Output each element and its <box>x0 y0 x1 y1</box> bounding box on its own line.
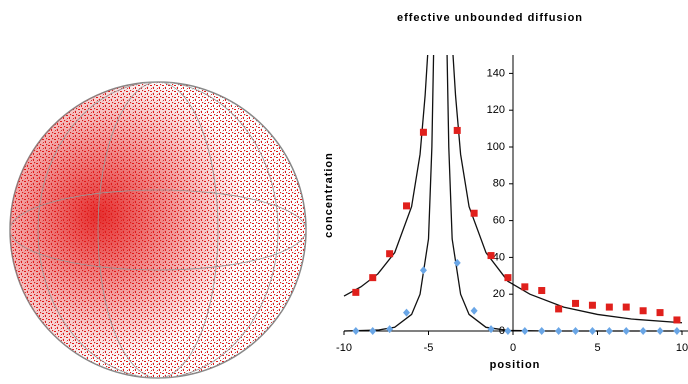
x-tick-label: 10 <box>676 342 688 354</box>
marker <box>622 303 630 311</box>
marker <box>538 327 546 335</box>
marker <box>352 327 360 335</box>
marker <box>555 327 563 335</box>
marker <box>588 327 596 335</box>
y-tick-label: 80 <box>493 178 505 190</box>
x-tick-label: 0 <box>510 342 516 354</box>
marker <box>521 327 529 335</box>
marker <box>487 325 495 334</box>
marker <box>673 327 681 335</box>
y-tick-label: 0 <box>499 325 505 337</box>
marker <box>419 266 427 275</box>
y-axis-label: concentration <box>323 152 335 238</box>
curve <box>343 55 435 332</box>
marker <box>622 327 630 335</box>
marker <box>487 252 495 260</box>
marker <box>470 306 478 315</box>
marker <box>504 274 512 282</box>
marker <box>453 126 461 134</box>
y-tick-label: 140 <box>487 67 505 79</box>
marker <box>403 308 411 317</box>
marker <box>673 316 681 324</box>
curve <box>343 55 429 297</box>
marker <box>403 202 411 210</box>
marker <box>453 258 461 267</box>
marker <box>538 287 546 295</box>
marker <box>470 209 478 217</box>
curve <box>452 55 683 324</box>
chart-title: effective unbounded diffusion <box>397 12 583 24</box>
sphere <box>9 81 307 379</box>
y-tick-label: 100 <box>487 141 505 153</box>
y-tick-label: 60 <box>493 215 505 227</box>
marker <box>504 327 512 335</box>
marker <box>605 327 613 335</box>
marker <box>656 327 664 335</box>
marker <box>369 327 377 335</box>
x-tick-label: 5 <box>594 342 600 354</box>
marker <box>639 307 647 315</box>
marker <box>352 288 360 296</box>
y-tick-label: 120 <box>487 104 505 116</box>
marker <box>572 299 580 307</box>
x-axis-label: position <box>490 359 541 371</box>
y-tick-label: 20 <box>493 288 505 300</box>
marker <box>419 128 427 136</box>
marker <box>386 250 394 258</box>
marker <box>572 327 580 335</box>
marker <box>605 303 613 311</box>
marker <box>369 274 377 282</box>
marker <box>639 327 647 335</box>
marker <box>386 325 394 334</box>
marker <box>656 309 664 317</box>
marker <box>588 301 596 309</box>
marker <box>521 283 529 291</box>
marker <box>555 305 563 313</box>
curve <box>446 55 682 332</box>
y-tick-label: 40 <box>493 251 505 263</box>
x-tick-label: -10 <box>336 342 352 354</box>
x-tick-label: -5 <box>424 342 434 354</box>
